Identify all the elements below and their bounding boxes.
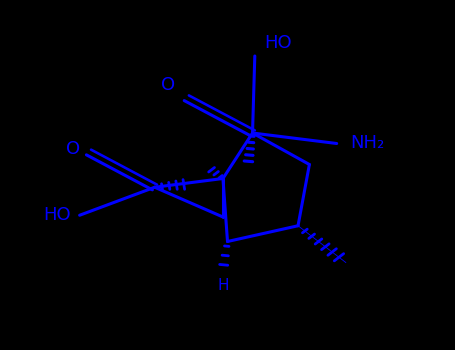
Text: NH₂: NH₂ (350, 134, 384, 153)
Text: H: H (217, 278, 229, 293)
Text: HO: HO (264, 35, 292, 52)
Text: O: O (161, 77, 175, 95)
Text: HO: HO (43, 206, 71, 224)
Text: O: O (66, 140, 80, 158)
